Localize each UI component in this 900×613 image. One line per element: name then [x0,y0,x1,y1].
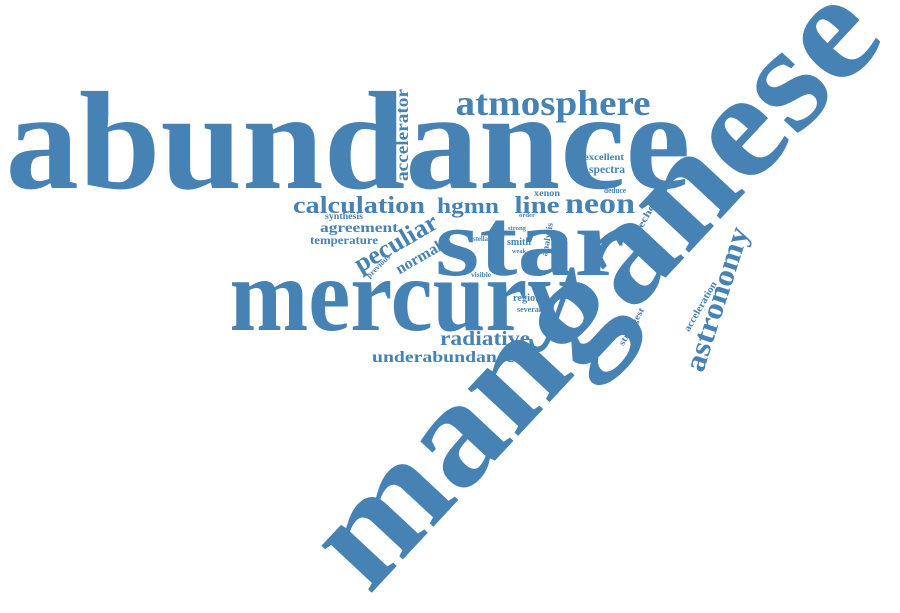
word: star [435,189,625,296]
word: deduce [604,186,626,195]
word: line [515,193,560,219]
word: hgmn [437,193,499,218]
word: xenon [534,188,560,198]
word: atmosphere [456,83,651,123]
word: order [519,213,535,219]
word: temperature [310,233,379,247]
word: neon [565,187,635,220]
word: spectra [589,162,625,176]
word: excellent [584,152,624,162]
word: agreement [320,221,398,236]
word: self [495,234,505,239]
word: calculation [293,193,425,219]
word: accelerator [392,89,412,181]
word: abundance [6,64,691,219]
word: smith [507,237,531,248]
word: synthesis [325,211,364,221]
word: radiative [440,328,530,350]
word: visible [471,271,491,279]
word: weak [512,249,527,255]
word: stellar [473,235,491,243]
word: several [517,305,542,314]
word: sample [614,283,636,291]
word: underabundances [372,349,522,366]
word: mercury [230,238,575,353]
word: strong [508,226,526,232]
word: region [513,293,541,304]
